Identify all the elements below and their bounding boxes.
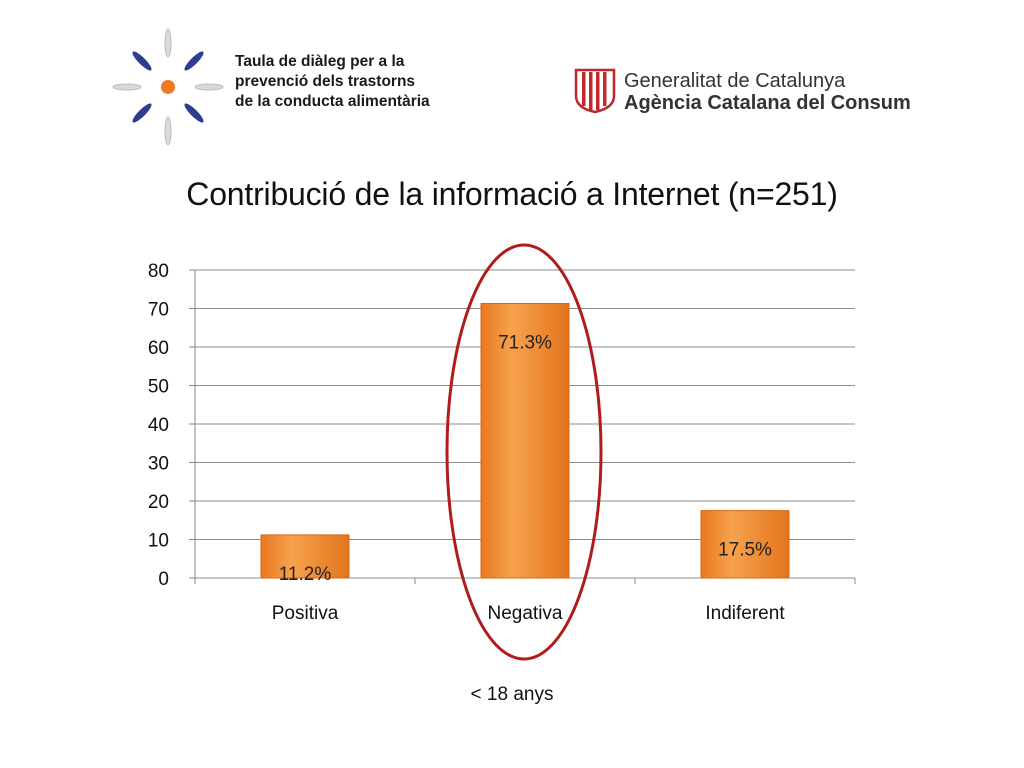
bar-indiferent [700, 510, 790, 579]
agency-name: Agència Catalana del Consum [624, 92, 911, 114]
taula-dialeg-logo-icon [112, 28, 224, 146]
y-tick-label: 60 [148, 338, 169, 359]
bar-positiva [260, 534, 350, 579]
y-tick-label: 0 [158, 569, 169, 590]
y-tick-label: 20 [148, 492, 169, 513]
y-tick-label: 30 [148, 454, 169, 475]
y-tick-label: 10 [148, 531, 169, 552]
x-axis-title: < 18 anys [470, 684, 554, 705]
bar-negativa [480, 302, 570, 579]
data-label: 71.3% [498, 332, 552, 353]
logo-rays [112, 28, 224, 146]
logo-left-line: de la conducta alimentària [235, 93, 430, 110]
y-tick-label: 50 [148, 377, 169, 398]
data-label: 17.5% [718, 540, 772, 561]
chart-title: Contribució de la informació a Internet … [186, 176, 838, 212]
x-tick-label: Positiva [272, 603, 339, 624]
y-tick-label: 40 [148, 415, 169, 436]
generalitat-name: Generalitat de Catalunya [624, 70, 846, 92]
logo-left-line: prevenció dels trastorns [235, 73, 416, 90]
generalitat-logo-text: Generalitat de Catalunya Agència Catalan… [624, 70, 911, 114]
logo-left-line: Taula de diàleg per a la [235, 53, 405, 70]
x-tick-label: Negativa [488, 603, 563, 624]
y-tick-label: 80 [148, 261, 169, 282]
y-tick-label: 70 [148, 300, 169, 321]
generalitat-flag-icon [574, 68, 616, 114]
highlight-ellipse [445, 243, 603, 661]
taula-dialeg-logo-text: Taula de diàleg per a la prevenció dels … [235, 52, 430, 112]
x-tick-label: Indiferent [705, 603, 785, 624]
data-label: 11.2% [279, 564, 332, 585]
